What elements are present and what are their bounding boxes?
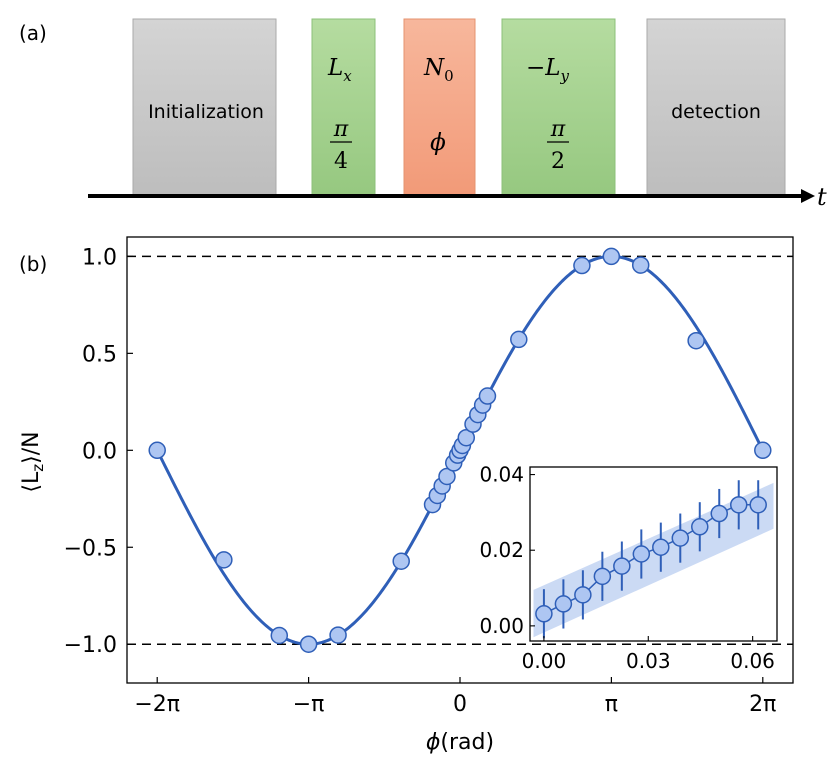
uncertainty-band: [533, 482, 774, 638]
main-chart: −2π −π 0 π 2π −1.0 −0.5 0.0 0.5 1.0: [64, 236, 794, 717]
lx-pulse-block: Lx π 4: [311, 18, 376, 196]
initialization-block: Initialization: [132, 18, 277, 196]
y-tick-label: 0.5: [82, 342, 117, 367]
inset-x-tick-label: 0.00: [522, 649, 567, 673]
lx-angle-denominator: 4: [334, 149, 348, 174]
x-tick-label: −2π: [134, 692, 180, 717]
inset-data-point: [671, 529, 690, 547]
data-point: [215, 551, 233, 569]
detection-block: detection: [646, 18, 786, 196]
panel-b-label: (b): [19, 252, 47, 276]
inset-y-tick-label: 0.02: [479, 538, 524, 562]
time-axis-arrowhead: [801, 189, 815, 203]
y-axis-label: ⟨Lz⟩/N: [19, 431, 47, 492]
y-tick-label: 0.0: [82, 439, 117, 464]
main-chart-panel: (b) −2π −π 0 π 2π −1.0 −0.5 0.0 0.5 1.0 ⟨Lz⟩/N ϕ(…: [19, 236, 794, 755]
x-tick-label: π: [605, 692, 618, 717]
x-axis-label: ϕ(rad): [426, 730, 494, 755]
inset-chart: 0.00 0.03 0.06 0.00 0.02 0.04: [479, 463, 778, 673]
lx-angle-numerator: π: [333, 117, 349, 142]
inset-data-point: [593, 567, 612, 586]
initialization-label: Initialization: [148, 101, 264, 123]
inset-y-tick-label: 0.04: [479, 463, 524, 487]
panel-a-label: (a): [19, 21, 47, 45]
n0-rect: [403, 18, 476, 196]
pulse-sequence-panel: (a) Initialization Lx π 4 N0 ϕ −Ly π 2: [19, 18, 827, 211]
inset-x-tick-label: 0.03: [626, 649, 671, 673]
ly-angle-numerator: π: [550, 117, 566, 142]
x-tick-label: −π: [293, 692, 325, 717]
data-point: [602, 247, 621, 266]
inset-data-point: [574, 586, 592, 604]
lx-symbol: Lx: [327, 55, 352, 85]
y-tick-label: −0.5: [64, 536, 117, 561]
inset-data-point: [613, 557, 631, 575]
inset-y-tick-label: 0.00: [479, 614, 524, 638]
ly-symbol: −Ly: [526, 55, 570, 85]
inset-x-tick-label: 0.06: [730, 649, 775, 673]
ly-pulse-rect: [501, 18, 616, 196]
x-tick-label: 0: [453, 692, 467, 717]
inset-data-point: [554, 595, 573, 613]
inset-frame: [529, 466, 778, 642]
detection-label: detection: [671, 101, 761, 123]
data-point: [329, 626, 347, 644]
data-point: [299, 635, 318, 653]
data-point: [510, 330, 528, 349]
data-point: [573, 256, 591, 275]
data-point: [754, 441, 772, 460]
inset-data-point: [729, 496, 748, 514]
inset-data-point: [535, 605, 553, 623]
detection-rect: [646, 18, 786, 196]
data-point: [478, 387, 497, 405]
inset-data-point: [691, 518, 709, 536]
data-point: [392, 552, 410, 570]
n0-phase: ϕ: [430, 130, 446, 156]
ly-angle-denominator: 2: [551, 149, 565, 174]
y-tick-label: 1.0: [82, 245, 117, 270]
n0-symbol: N0: [423, 55, 454, 85]
n0-block: N0 ϕ: [403, 18, 476, 196]
inset-data-point: [652, 538, 670, 556]
time-axis-label: t: [817, 183, 827, 211]
data-point: [687, 331, 705, 350]
x-tick-label: 2π: [749, 692, 776, 717]
ly-pulse-block: −Ly π 2: [501, 18, 616, 196]
data-point: [457, 428, 476, 447]
inset-data-point: [749, 496, 767, 514]
inset-data-point: [710, 504, 729, 523]
y-tick-label: −1.0: [64, 633, 117, 658]
data-point: [270, 626, 289, 645]
inset-data-point: [632, 545, 651, 563]
data-point: [148, 441, 166, 460]
initialization-rect: [132, 18, 277, 196]
lx-pulse-rect: [311, 18, 376, 196]
data-point: [631, 256, 650, 274]
data-point: [438, 467, 456, 486]
